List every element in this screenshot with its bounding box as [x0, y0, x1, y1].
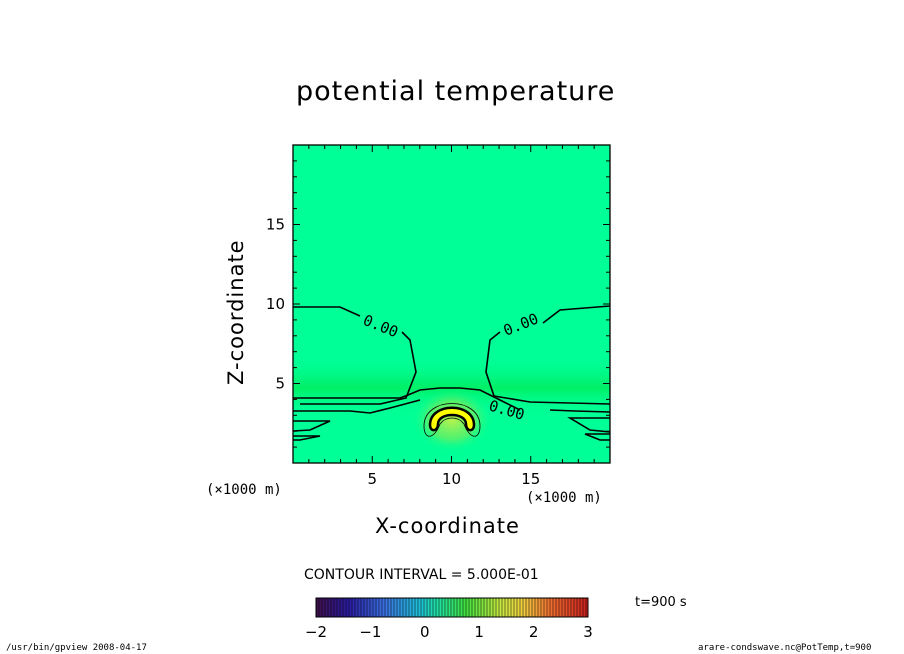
x-axis-unit: (×1000 m)	[526, 490, 602, 506]
y-tick-label: 10	[266, 295, 285, 313]
y-axis-label: Z-coordinate	[224, 239, 248, 385]
axis-ticks	[293, 145, 610, 463]
y-tick-label: 5	[275, 375, 285, 393]
time-label: t=900 s	[635, 595, 687, 610]
colorbar-tick-label: −1	[359, 623, 381, 641]
contour-lines	[292, 305, 611, 441]
chart-title: potential temperature	[296, 76, 616, 107]
x-axis-label: X-coordinate	[375, 514, 520, 538]
x-tick-label: 10	[442, 470, 461, 488]
colorbar	[315, 597, 589, 618]
footer-program-date: /usr/bin/gpview 2008-04-17	[6, 643, 147, 653]
colorbar-tick-label: 0	[420, 623, 430, 641]
contour-interval-label: CONTOUR INTERVAL = 5.000E-01	[304, 567, 539, 583]
colorbar-tick-labels: −2 −1 0 1 2 3	[305, 623, 593, 641]
y-axis-unit: (×1000 m)	[206, 482, 282, 498]
colorbar-tick-label: 3	[583, 623, 593, 641]
x-tick-label: 15	[521, 470, 540, 488]
footer-source: arare-condswave.nc@PotTemp,t=900	[698, 643, 872, 653]
colorbar-tick-label: 1	[474, 623, 484, 641]
tick-labels: 5 10 15 5 10 15	[266, 216, 540, 489]
anomaly-horseshoe	[423, 403, 481, 437]
y-tick-label: 15	[266, 216, 285, 234]
colorbar-tick-label: −2	[305, 623, 327, 641]
x-tick-label: 5	[367, 470, 377, 488]
colorbar-tick-label: 2	[529, 623, 539, 641]
